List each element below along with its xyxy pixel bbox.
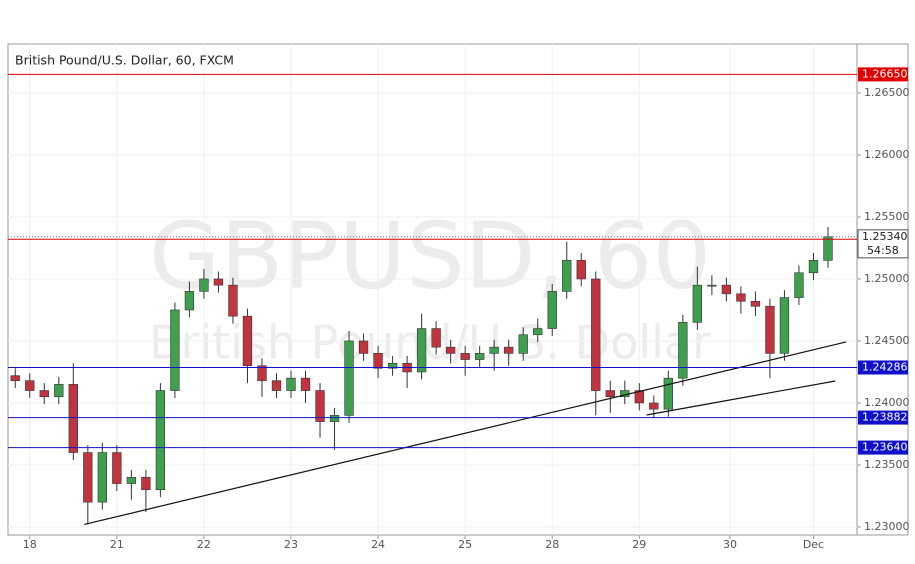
x-tick-label: 18 <box>23 538 37 551</box>
candle-body <box>504 346 514 354</box>
candle-body <box>68 384 78 453</box>
candle-body <box>823 236 833 261</box>
current-price-label: 1.25340 <box>862 230 908 243</box>
candle-body <box>808 260 819 274</box>
candle-body <box>591 278 601 391</box>
level-tag <box>858 410 908 425</box>
candle-body <box>54 384 64 398</box>
level-label: 1.26650 <box>862 67 908 80</box>
candle-body <box>358 340 369 354</box>
x-tick-label: 22 <box>197 538 211 551</box>
y-tick-label: 1.25500 <box>864 210 910 223</box>
trend-line <box>646 380 836 416</box>
watermark-symbol: GBPUSD, 60 <box>149 202 711 309</box>
level-tag <box>858 360 908 375</box>
candle-body <box>286 377 296 391</box>
candle-body <box>344 340 354 416</box>
candle-body <box>736 293 746 302</box>
candle-body <box>184 291 195 311</box>
candle-body <box>329 415 340 422</box>
candle-body <box>431 328 441 348</box>
x-tick-label: 21 <box>110 538 124 551</box>
x-tick-label: 24 <box>371 538 385 551</box>
candle-body <box>460 353 470 360</box>
candle-body <box>257 365 267 381</box>
candle-body <box>750 300 761 307</box>
candle-body <box>300 377 311 391</box>
candle-body <box>533 328 543 336</box>
x-tick-label: 29 <box>632 538 646 551</box>
candle-body <box>126 477 137 484</box>
candle-body <box>83 452 93 503</box>
candle-body <box>155 390 166 491</box>
candle-body <box>97 452 107 503</box>
candle-body <box>242 315 253 367</box>
candle-body <box>765 305 775 354</box>
candle-body <box>576 260 586 280</box>
candle-body <box>475 353 485 360</box>
candle-body <box>692 284 703 323</box>
candle-body <box>10 375 20 381</box>
trend-line <box>84 341 847 526</box>
x-tick-label: 25 <box>458 538 472 551</box>
candle-body <box>416 328 427 373</box>
chart-title: British Pound/U.S. Dollar, 60, FXCM <box>15 53 234 68</box>
candle-body <box>373 353 383 369</box>
current-price-timer: 54:58 <box>867 244 899 257</box>
level-tag <box>858 67 908 82</box>
candle-body <box>213 278 224 286</box>
candle-body <box>199 278 209 292</box>
candle-body <box>605 390 615 398</box>
candle-body <box>228 284 238 317</box>
candle-body <box>779 297 790 354</box>
candle-body <box>562 260 572 292</box>
level-label: 1.23640 <box>862 441 908 454</box>
candle-body <box>663 377 673 410</box>
y-tick-label: 1.26000 <box>864 148 910 161</box>
candle-body <box>707 284 717 287</box>
x-tick-label: 28 <box>545 538 559 551</box>
candle-body <box>271 380 282 391</box>
candle-body <box>678 322 688 379</box>
candle-body <box>445 346 456 354</box>
candle-body <box>141 477 151 491</box>
y-tick-label: 1.23500 <box>864 458 910 471</box>
y-tick-label: 1.26500 <box>864 86 910 99</box>
x-tick-label: 30 <box>723 538 737 551</box>
candle-body <box>489 346 499 354</box>
y-tick-label: 1.23000 <box>864 520 910 533</box>
candle-body <box>649 402 659 410</box>
current-price-tag <box>857 229 909 259</box>
watermark-description: British Pound/U.S. Dollar <box>149 316 711 370</box>
candle-body <box>315 390 325 422</box>
x-tick-label: 23 <box>284 538 298 551</box>
candle-body <box>794 272 804 298</box>
y-tick-label: 1.24000 <box>864 396 910 409</box>
candle-body <box>387 362 398 369</box>
candle-body <box>25 380 35 391</box>
candle-body <box>170 309 180 391</box>
candle-body <box>634 390 644 404</box>
x-tick-label: Dec <box>803 538 824 551</box>
candle-body <box>112 452 122 484</box>
candle-body <box>39 390 49 398</box>
y-tick-label: 1.24500 <box>864 334 910 347</box>
y-tick-label: 1.25000 <box>864 272 910 285</box>
candle-body <box>721 284 732 295</box>
candle-body <box>547 291 557 329</box>
level-tag <box>858 440 908 455</box>
level-label: 1.24286 <box>862 360 908 373</box>
candle-body <box>518 334 528 354</box>
level-label: 1.23882 <box>862 411 908 424</box>
